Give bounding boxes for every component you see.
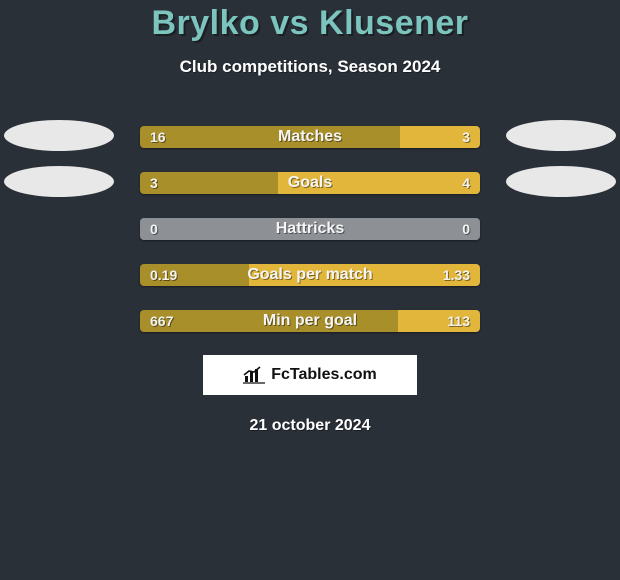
stat-bar: 163Matches [140, 126, 480, 148]
stat-left-value: 16 [140, 126, 176, 148]
stat-right-value: 3 [452, 126, 480, 148]
brand-badge[interactable]: FcTables.com [203, 355, 417, 395]
stat-row: 163Matches [0, 113, 620, 159]
stat-bar: 667113Min per goal [140, 310, 480, 332]
stat-right-value: 0 [452, 218, 480, 240]
stat-row: 0.191.33Goals per match [0, 251, 620, 297]
stat-right-value: 113 [437, 310, 480, 332]
stat-row: 34Goals [0, 159, 620, 205]
stat-left-value: 667 [140, 310, 183, 332]
stat-right-value: 1.33 [433, 264, 480, 286]
player-left-indicator [4, 166, 114, 197]
stat-bar: 00Hattricks [140, 218, 480, 240]
stat-bar-left-segment [140, 218, 480, 240]
stat-bar: 34Goals [140, 172, 480, 194]
stat-bar: 0.191.33Goals per match [140, 264, 480, 286]
player-left-indicator [4, 120, 114, 151]
stat-row: 00Hattricks [0, 205, 620, 251]
page-title: Brylko vs Klusener [0, 4, 620, 43]
stat-bar-right-segment [278, 172, 480, 194]
stat-left-value: 0 [140, 218, 168, 240]
player-right-indicator [506, 166, 616, 197]
stats-container: 163Matches34Goals00Hattricks0.191.33Goal… [0, 113, 620, 343]
comparison-card: Brylko vs Klusener Club competitions, Se… [0, 0, 620, 435]
stat-bar-left-segment [140, 126, 400, 148]
stat-row: 667113Min per goal [0, 297, 620, 343]
player-right-indicator [506, 120, 616, 151]
brand-text: FcTables.com [271, 366, 377, 384]
stat-left-value: 0.19 [140, 264, 187, 286]
stat-left-value: 3 [140, 172, 168, 194]
date-label: 21 october 2024 [0, 417, 620, 435]
barchart-icon [243, 366, 265, 384]
stat-right-value: 4 [452, 172, 480, 194]
subtitle: Club competitions, Season 2024 [0, 57, 620, 77]
